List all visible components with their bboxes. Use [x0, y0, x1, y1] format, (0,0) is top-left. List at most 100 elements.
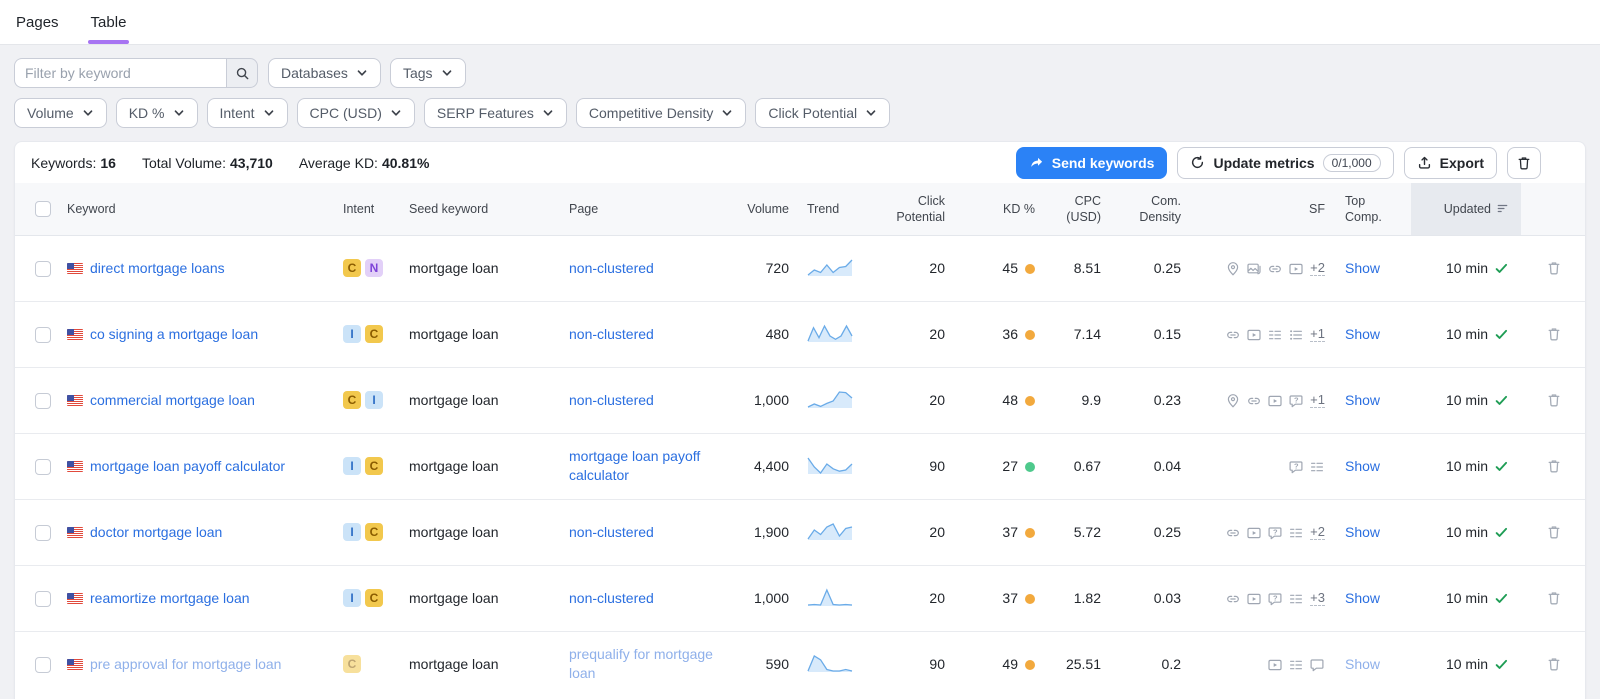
delete-row-button[interactable] — [1544, 654, 1564, 674]
volume-value: 480 — [765, 326, 789, 342]
intent-badge-informational: I — [343, 457, 361, 475]
keyword-cell: pre approval for mortgage loan — [67, 631, 335, 697]
delete-row-button[interactable] — [1544, 324, 1564, 344]
image-icon — [1246, 261, 1262, 277]
header-trend[interactable]: Trend — [803, 183, 883, 235]
header-kd[interactable]: KD % — [959, 183, 1049, 235]
link-icon — [1225, 327, 1241, 343]
delete-row-button[interactable] — [1544, 522, 1564, 542]
delete-selected-button[interactable] — [1507, 146, 1541, 179]
sf-more-link[interactable]: +2 — [1310, 260, 1325, 277]
row-checkbox[interactable] — [35, 524, 51, 541]
row-checkbox[interactable] — [35, 326, 51, 343]
top-competitors-show-link[interactable]: Show — [1345, 260, 1381, 276]
updated-value: 10 min — [1445, 392, 1488, 408]
filter-chip-volume[interactable]: Volume — [14, 98, 107, 128]
keyword-link[interactable]: co signing a mortgage loan — [90, 326, 259, 342]
header-com-density[interactable]: Com. Density — [1115, 183, 1195, 235]
page-link[interactable]: non-clustered — [569, 259, 654, 276]
us-flag-icon — [67, 593, 83, 604]
update-metrics-button[interactable]: Update metrics 0/1,000 — [1177, 146, 1394, 179]
kd-cell: 27 — [959, 433, 1049, 499]
trend-sparkline — [807, 390, 853, 408]
sf-more-link[interactable]: +2 — [1310, 524, 1325, 541]
row-checkbox[interactable] — [35, 590, 51, 607]
kd-indicator-dot — [1025, 660, 1035, 671]
page-link[interactable]: non-clustered — [569, 325, 654, 342]
send-keywords-button[interactable]: Send keywords — [1015, 146, 1168, 179]
header-intent[interactable]: Intent — [335, 183, 401, 235]
header-sf[interactable]: SF — [1195, 183, 1337, 235]
header-page[interactable]: Page — [561, 183, 739, 235]
row-checkbox[interactable] — [35, 392, 51, 409]
top-competitors-show-link[interactable]: Show — [1345, 392, 1381, 408]
filter-chip-click-potential[interactable]: Click Potential — [755, 98, 891, 128]
kd-cell: 37 — [959, 565, 1049, 631]
top-competitors-show-link[interactable]: Show — [1345, 590, 1381, 606]
header-seed-keyword[interactable]: Seed keyword — [401, 183, 561, 235]
delete-cell — [1521, 499, 1585, 565]
keyword-link[interactable]: doctor mortgage loan — [90, 524, 223, 540]
row-checkbox[interactable] — [35, 458, 51, 475]
kd-value: 27 — [1002, 458, 1018, 474]
filter-chip-intent[interactable]: Intent — [206, 98, 288, 128]
svg-text:?: ? — [1273, 593, 1278, 602]
kd-value: 45 — [1002, 260, 1018, 276]
page-link[interactable]: prequalify for mortgage loan — [569, 646, 713, 682]
top-competitors-show-link[interactable]: Show — [1345, 656, 1381, 673]
top-competitors-show-link[interactable]: Show — [1345, 458, 1381, 474]
tab-pages[interactable]: Pages — [16, 13, 59, 31]
header-volume[interactable]: Volume — [739, 183, 803, 235]
total-volume: Total Volume: 43,710 — [141, 154, 273, 171]
page-link[interactable]: mortgage loan payoff calculator — [569, 448, 701, 483]
page-link[interactable]: non-clustered — [569, 589, 654, 606]
page-link[interactable]: non-clustered — [569, 523, 654, 540]
delete-row-button[interactable] — [1544, 258, 1564, 278]
export-button[interactable]: Export — [1403, 146, 1497, 179]
top-competitors-show-link[interactable]: Show — [1345, 524, 1381, 540]
header-keyword[interactable]: Keyword — [67, 183, 335, 235]
sf-more-link[interactable]: +1 — [1310, 326, 1325, 343]
header-cpc-usd[interactable]: CPC (USD) — [1049, 183, 1115, 235]
tab-table[interactable]: Table — [87, 0, 130, 44]
delete-row-button[interactable] — [1544, 456, 1564, 476]
filter-chip-cpc-usd[interactable]: CPC (USD) — [296, 98, 415, 128]
search-button[interactable] — [226, 58, 258, 88]
filter-chip-tags[interactable]: Tags — [389, 58, 466, 88]
local-pack-icon — [1225, 393, 1241, 409]
intent-badge-commercial: C — [365, 325, 383, 343]
delete-cell — [1521, 367, 1585, 433]
delete-row-button[interactable] — [1544, 588, 1564, 608]
sf-more-link[interactable]: +1 — [1310, 392, 1325, 409]
chevron-down-icon — [263, 107, 275, 119]
cpc-value: 0.67 — [1073, 458, 1101, 474]
delete-row-button[interactable] — [1544, 390, 1564, 410]
keyword-link[interactable]: direct mortgage loans — [90, 260, 225, 276]
keyword-filter-input[interactable] — [14, 58, 226, 88]
trend-sparkline — [807, 457, 853, 474]
header-click-potential[interactable]: Click Potential — [883, 183, 959, 235]
row-checkbox[interactable] — [35, 260, 51, 277]
keywords-count: Keywords: 16 — [31, 154, 116, 171]
keyword-cell: co signing a mortgage loan — [67, 301, 335, 367]
keyword-link[interactable]: reamortize mortgage loan — [90, 590, 250, 606]
keyword-link[interactable]: mortgage loan payoff calculator — [90, 458, 286, 474]
top-competitors-cell: Show — [1337, 499, 1411, 565]
keyword-link[interactable]: pre approval for mortgage loan — [90, 656, 282, 673]
header-updated[interactable]: Updated — [1411, 183, 1521, 235]
trend-cell — [803, 499, 883, 565]
row-checkbox[interactable] — [35, 656, 51, 673]
filter-chip-serp-features[interactable]: SERP Features — [423, 98, 567, 128]
sf-more-link[interactable]: +3 — [1310, 590, 1325, 607]
filter-chip-label: Click Potential — [768, 105, 858, 121]
filter-chip-kd[interactable]: KD % — [115, 98, 198, 128]
row-select-cell — [15, 499, 67, 565]
select-all-checkbox[interactable] — [35, 201, 51, 218]
top-competitors-show-link[interactable]: Show — [1345, 326, 1381, 342]
page-link[interactable]: non-clustered — [569, 391, 654, 408]
filter-chip-competitive-density[interactable]: Competitive Density — [575, 98, 747, 128]
competitive-density-value: 0.25 — [1153, 524, 1181, 540]
header-top-comp[interactable]: Top Comp. — [1337, 183, 1411, 235]
keyword-link[interactable]: commercial mortgage loan — [90, 392, 255, 408]
filter-chip-databases[interactable]: Databases — [268, 58, 381, 88]
